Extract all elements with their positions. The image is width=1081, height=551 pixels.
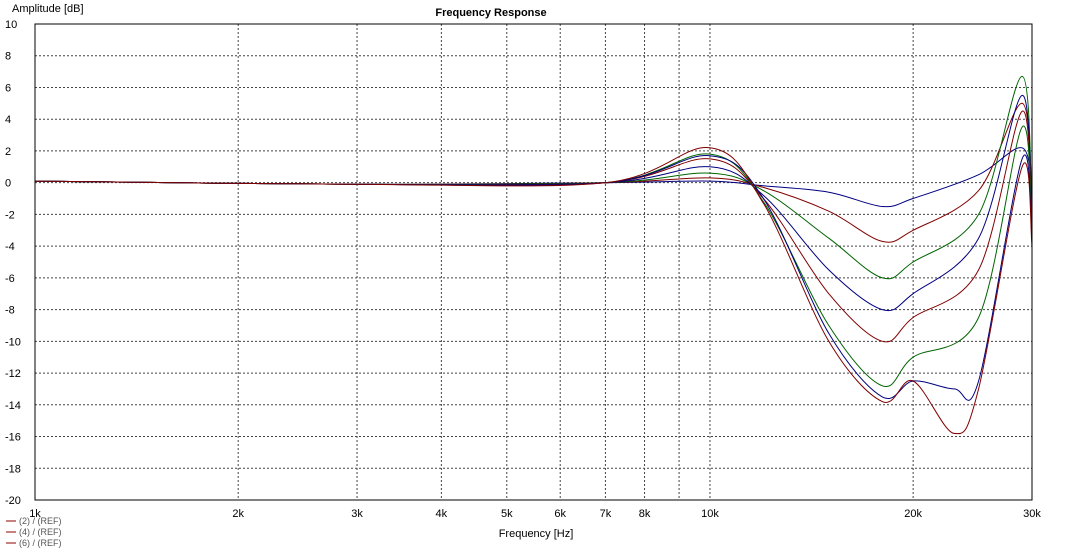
chart-title: Frequency Response: [435, 7, 546, 19]
legend-label: (4) / (REF): [19, 527, 62, 537]
legend-label: (2) / (REF): [19, 516, 62, 526]
x-tick-label: 8k: [639, 508, 651, 520]
x-tick-label: 4k: [436, 508, 448, 520]
series-line-8: [34, 147, 1033, 435]
x-tick-label: 20k: [904, 508, 922, 520]
y-tick-label: 8: [5, 51, 11, 63]
x-tick-label: 5k: [501, 508, 513, 520]
series-line-6: [34, 125, 1033, 388]
y-tick-label: -10: [5, 336, 21, 348]
y-tick-label: -18: [5, 463, 21, 475]
x-tick-label: 1k: [29, 508, 41, 520]
x-tick-label: 30k: [1023, 508, 1041, 520]
grid: [35, 23, 1032, 501]
series-line-3: [34, 75, 1033, 280]
y-tick-label: -14: [5, 400, 21, 412]
y-tick-label: -8: [5, 305, 15, 317]
y-tick-label: 4: [5, 114, 11, 126]
series-line-1: [34, 147, 1033, 208]
y-tick-label: -16: [5, 432, 21, 444]
y-tick-label: -2: [5, 209, 15, 221]
y-tick-label: 10: [5, 19, 17, 31]
series-line-5: [34, 110, 1033, 343]
y-tick-label: -4: [5, 241, 15, 253]
x-tick-label: 2k: [232, 508, 244, 520]
y-tick-label: 0: [5, 178, 11, 190]
legend: (2) / (REF)(4) / (REF)(6) / (REF): [6, 516, 62, 548]
x-axis-label: Frequency [Hz]: [499, 528, 574, 540]
y-axis-label: Amplitude [dB]: [12, 3, 84, 15]
series-lines: [34, 75, 1033, 435]
y-tick-label: -12: [5, 368, 21, 380]
y-tick-label: 6: [5, 82, 11, 94]
y-tick-label: -6: [5, 273, 15, 285]
x-tick-label: 6k: [554, 508, 566, 520]
y-tick-label: 2: [5, 146, 11, 158]
x-tick-label: 7k: [600, 508, 612, 520]
plot-frame: [34, 23, 1033, 501]
tick-labels: 10 8 6 4 2 0 -2 -4 -6 -8 -10 -12 -14 -16 -18 -20 1k 2k 3k 4…: [5, 19, 1041, 520]
series-line-2: [34, 102, 1033, 243]
legend-label: (6) / (REF): [19, 538, 62, 548]
x-tick-label: 10k: [701, 508, 719, 520]
y-tick-label: -20: [5, 495, 21, 507]
x-tick-label: 3k: [351, 508, 363, 520]
